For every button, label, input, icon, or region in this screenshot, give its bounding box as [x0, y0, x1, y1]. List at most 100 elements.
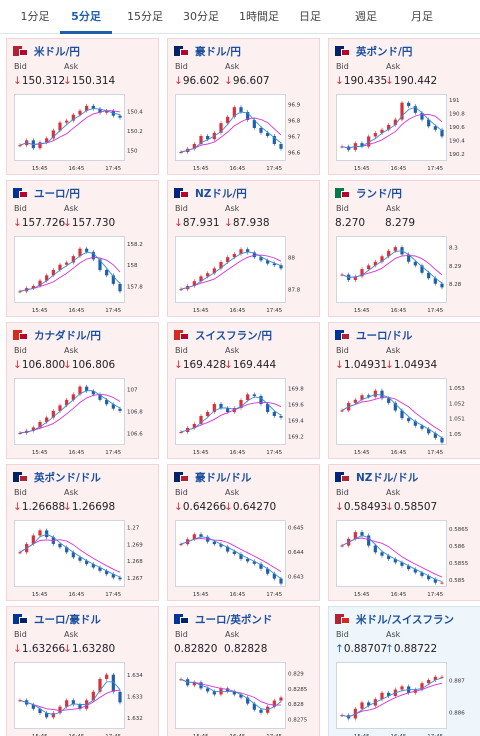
currency-card[interactable]: ユーロ/ドル Bid Ask ↓1.04931 ↓1.04934 1.05 1.051 1.0… [328, 322, 480, 459]
candle-body [420, 572, 424, 576]
ask-value: ↓1.63280 [63, 643, 115, 655]
pair-name[interactable]: NZドル/ドル [356, 472, 419, 484]
price-chart[interactable]: 0.585 0.5855 0.586 0.5865 15:45 16:45 17:45 [336, 520, 472, 600]
currency-card[interactable]: ユーロ/円 Bid Ask ↓157.726 ↓157.730 157.8 158 158.2… [6, 180, 159, 317]
price-chart[interactable]: 96.6 96.7 96.8 96.9 15:45 16:45 17:45 [175, 94, 311, 174]
ask-label: Ask [64, 204, 79, 213]
pair-name[interactable]: 米ドル/円 [34, 46, 80, 58]
candle-body [91, 391, 95, 395]
pair-name[interactable]: スイスフラン/円 [195, 330, 273, 342]
candle-body [427, 119, 431, 127]
candle-body [272, 263, 276, 266]
currency-card[interactable]: ユーロ/英ポンド Bid Ask 0.82820 0.82828 0.8275 0.828 0… [167, 606, 320, 736]
candle-body [85, 386, 89, 392]
currency-card[interactable]: スイスフラン/円 Bid Ask ↓169.428 ↓169.444 169.2 169.4… [167, 322, 320, 459]
price-chart[interactable]: 87.8 88 15:45 16:45 17:45 [175, 236, 311, 316]
eu-us-flag [335, 330, 350, 340]
tab-30min[interactable]: 30分足 [183, 10, 219, 23]
pair-name[interactable]: 英ポンド/円 [356, 46, 413, 58]
candle-body [433, 126, 437, 130]
currency-card[interactable]: 英ポンド/円 Bid Ask ↓190.435 ↓190.442 190.2 190.4 19… [328, 38, 480, 175]
pair-name[interactable]: ユーロ/英ポンド [195, 614, 273, 626]
price-chart[interactable]: 169.2 169.4 169.6 169.8 15:45 16:45 17:45 [175, 378, 311, 458]
pair-name[interactable]: カナダドル/円 [34, 330, 101, 342]
pair-name[interactable]: 米ドル/スイスフラン [356, 614, 455, 626]
currency-card[interactable]: 米ドル/円 Bid Ask ↓150.312 ↓150.314 150 150.2 150.4… [6, 38, 159, 175]
arrow-down-icon: ↓ [174, 217, 183, 229]
tab-monthly[interactable]: 月足 [411, 10, 433, 23]
currency-card[interactable]: NZドル/ドル Bid Ask ↓0.58493 ↓0.58507 0.585 0.5855… [328, 464, 480, 601]
candle-body [246, 697, 250, 704]
price-chart[interactable]: 1.632 1.633 1.634 15:45 16:45 17:45 [14, 662, 150, 736]
ask-value: ↓0.58507 [385, 501, 437, 513]
currency-card[interactable]: 豪ドル/ドル Bid Ask ↓0.64266 ↓0.64270 0.643 0.644 0.… [167, 464, 320, 601]
price-chart[interactable]: 0.643 0.644 0.645 15:45 16:45 17:45 [175, 520, 311, 600]
flag-base [13, 472, 22, 482]
bid-value: ↓106.800 [13, 359, 65, 371]
currency-card[interactable]: ランド/円 Bid Ask 8.270 8.279 8.28 8.29 8.3 15:45 16:… [328, 180, 480, 317]
y-tick-label: 96.8 [288, 119, 301, 125]
candle-body [18, 291, 22, 293]
chart-plot-area [14, 520, 125, 587]
pair-name[interactable]: ユーロ/豪ドル [34, 614, 101, 626]
currency-card[interactable]: 豪ドル/円 Bid Ask ↓96.602 ↓96.607 96.6 96.7 96.8 96.… [167, 38, 320, 175]
pair-name[interactable]: 英ポンド/ドル [34, 472, 101, 484]
pair-name[interactable]: ユーロ/円 [34, 188, 80, 200]
candle-body [45, 417, 49, 422]
price-chart[interactable]: 0.8275 0.828 0.8285 0.829 15:45 16:45 17:45 [175, 662, 311, 736]
ask-price: 8.279 [385, 217, 416, 229]
price-chart[interactable]: 8.28 8.29 8.3 15:45 16:45 17:45 [336, 236, 472, 316]
candle-body [91, 251, 95, 260]
pair-name[interactable]: 豪ドル/ドル [195, 472, 252, 484]
candle-body [440, 676, 444, 678]
tab-5min[interactable]: 5分足 [60, 0, 112, 34]
currency-card[interactable]: カナダドル/円 Bid Ask ↓106.800 ↓106.806 106.6 106.8 1… [6, 322, 159, 459]
moving-average-short [341, 250, 443, 284]
pair-name[interactable]: NZドル/円 [195, 188, 247, 200]
price-chart[interactable]: 157.8 158 158.2 15:45 16:45 17:45 [14, 236, 150, 316]
candle-body [199, 276, 203, 282]
candle-body [340, 545, 344, 547]
price-chart[interactable]: 0.886 0.887 15:45 16:45 17:45 [336, 662, 472, 736]
nz-jp-flag [174, 188, 189, 198]
candle-body [18, 552, 22, 554]
tab-15min[interactable]: 15分足 [127, 10, 163, 23]
pair-name[interactable]: ユーロ/ドル [356, 330, 413, 342]
candle-body [51, 270, 55, 276]
price-chart[interactable]: 1.267 1.268 1.269 1.27 15:45 16:45 17:45 [14, 520, 150, 600]
pair-name[interactable]: 豪ドル/円 [195, 46, 241, 58]
ask-label: Ask [225, 630, 240, 639]
currency-card[interactable]: 英ポンド/ドル Bid Ask ↓1.26688 ↓1.26698 1.267 1.268 1… [6, 464, 159, 601]
x-tick-label: 17:45 [105, 308, 121, 314]
candle-body [206, 273, 210, 277]
tab-1min[interactable]: 1分足 [20, 10, 50, 23]
x-tick-label: 16:45 [391, 166, 407, 172]
flag-quote [19, 617, 28, 624]
price-chart[interactable]: 106.6 106.8 107 15:45 16:45 17:45 [14, 378, 150, 458]
pair-name[interactable]: ランド/円 [356, 188, 402, 200]
currency-card[interactable]: 米ドル/スイスフラン Bid Ask ↑0.88707 ↑0.88722 0.886 0.8… [328, 606, 480, 736]
card-header: 英ポンド/円 [335, 44, 480, 58]
tab-daily[interactable]: 日足 [299, 10, 321, 23]
flag-quote [180, 49, 189, 56]
candle-body [413, 106, 417, 113]
currency-card[interactable]: ユーロ/豪ドル Bid Ask ↓1.63266 ↓1.63280 1.632 1.633 1… [6, 606, 159, 736]
tab-1hour[interactable]: 1時間足 [239, 10, 279, 23]
arrow-down-icon: ↓ [174, 501, 183, 513]
candle-body [226, 408, 230, 412]
flag-base [174, 330, 183, 340]
candle-body [38, 142, 42, 149]
price-chart[interactable]: 1.05 1.051 1.052 1.053 15:45 16:45 17:45 [336, 378, 472, 458]
candle-body [45, 138, 49, 143]
currency-card[interactable]: NZドル/円 Bid Ask ↓87.931 ↓87.938 87.8 88 15:45 16:… [167, 180, 320, 317]
price-chart[interactable]: 190.2 190.4 190.6 190.8 191 15:45 16:45 17:45 [336, 94, 472, 174]
x-tick-label: 17:45 [427, 450, 443, 456]
x-tick-label: 15:45 [193, 166, 209, 172]
moving-average-long [341, 537, 443, 578]
tab-weekly[interactable]: 週足 [355, 10, 377, 23]
price-chart[interactable]: 150 150.2 150.4 15:45 16:45 17:45 [14, 94, 150, 174]
bid-value: ↑0.88707 [335, 643, 387, 655]
candle-body [71, 114, 75, 121]
bid-price: 87.931 [182, 217, 220, 229]
flag-quote [180, 333, 189, 340]
